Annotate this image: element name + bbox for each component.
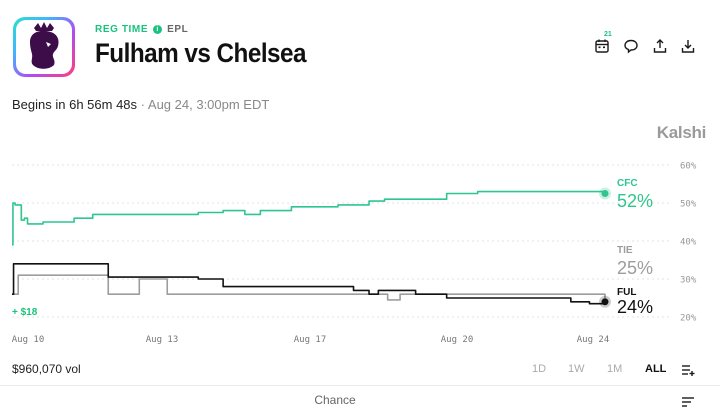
series-line-cfc — [12, 190, 606, 246]
range-1d[interactable]: 1D — [532, 363, 547, 375]
range-all[interactable]: ALL — [645, 363, 667, 375]
status-label: REG TIME — [95, 24, 149, 35]
y-tick-label: 30% — [680, 276, 697, 286]
y-tick-label: 60% — [680, 162, 697, 172]
x-tick-label: Aug 20 — [441, 335, 474, 345]
countdown: Begins in 6h 56m 48s · Aug 24, 3:00pm ED… — [12, 97, 269, 112]
y-tick-label: 20% — [680, 314, 697, 324]
sort-icon — [682, 397, 694, 407]
volume-label: $960,070 vol — [12, 362, 81, 376]
tie-label: TIE — [617, 245, 633, 256]
x-tick-label: Aug 17 — [294, 335, 327, 345]
x-tick-label: Aug 13 — [146, 335, 179, 345]
divider — [0, 385, 720, 386]
share-icon — [653, 39, 667, 53]
tie-value: 25% — [617, 258, 653, 278]
match-meta: REG TIME i EPL — [95, 24, 188, 35]
download-icon — [681, 40, 695, 53]
series-line-tie — [12, 274, 606, 301]
sort-button[interactable] — [681, 395, 695, 413]
calendar-icon — [595, 39, 609, 53]
info-icon[interactable]: i — [153, 25, 163, 34]
calendar-badge: 21 — [604, 31, 612, 38]
price-chart[interactable]: 60% 50% 40% 30% 20% Aug 10 Aug 13 Aug 17 Aug 20 A… — [0, 150, 720, 350]
cfc-label: CFC — [617, 178, 638, 189]
profit-annotation: + $18 — [12, 307, 38, 318]
range-1m[interactable]: 1M — [607, 363, 623, 375]
league-label: EPL — [167, 24, 189, 35]
chart-svg: 60% 50% 40% 30% 20% Aug 10 Aug 13 Aug 17 Aug 20 A… — [12, 162, 697, 346]
calendar-button[interactable]: 21 — [592, 31, 612, 56]
countdown-separator: · — [140, 97, 145, 112]
comment-icon — [624, 39, 638, 54]
comment-button[interactable] — [621, 36, 641, 56]
x-tick-label: Aug 24 — [577, 335, 610, 345]
list-add-icon — [682, 365, 695, 376]
ful-marker — [601, 298, 609, 306]
range-1w[interactable]: 1W — [568, 363, 585, 375]
ful-label: FUL — [617, 287, 636, 298]
cfc-marker — [601, 190, 609, 197]
y-tick-label: 50% — [680, 200, 697, 210]
kalshi-brand: Kalshi — [656, 123, 707, 142]
premier-league-logo — [13, 17, 75, 77]
ful-value: 24% — [617, 297, 653, 317]
countdown-text: Begins in 6h 56m 48s — [12, 97, 138, 112]
x-tick-label: Aug 10 — [12, 335, 45, 345]
y-tick-label: 40% — [680, 238, 697, 248]
cfc-value: 52% — [617, 191, 653, 211]
download-button[interactable] — [678, 36, 698, 56]
series-line-ful — [12, 263, 606, 305]
page-title: Fulham vs Chelsea — [95, 38, 307, 68]
chance-label: Chance — [314, 393, 356, 407]
start-datetime: Aug 24, 3:00pm EDT — [147, 97, 270, 112]
share-button[interactable] — [650, 36, 670, 56]
list-add-button[interactable] — [681, 363, 695, 381]
